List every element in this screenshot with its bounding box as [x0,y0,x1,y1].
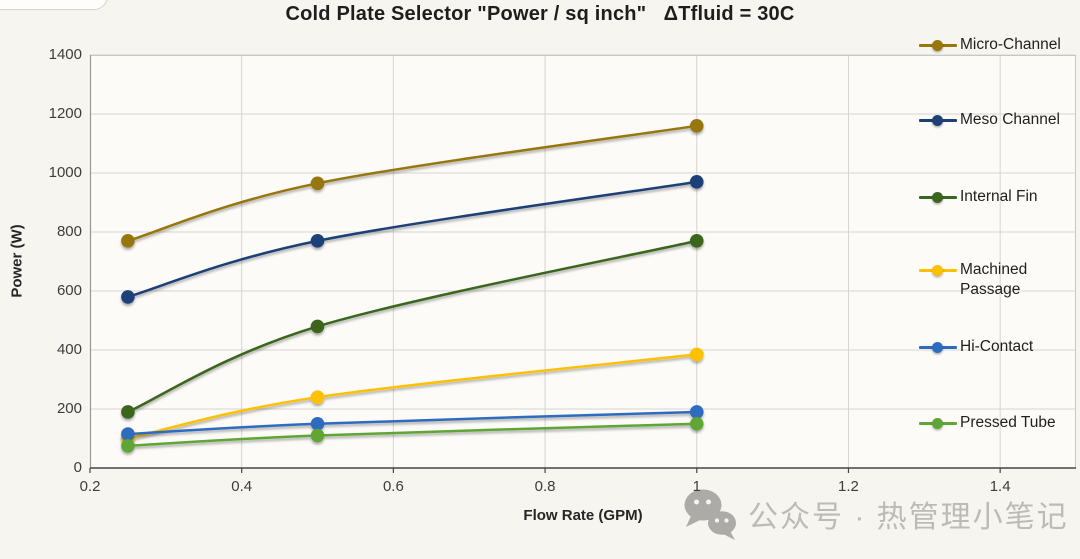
series-hi-contact [121,405,704,441]
series-line [127,353,697,440]
legend-marker-machined-passage [919,260,957,280]
legend-label: Pressed Tube [960,414,1056,431]
legend-item-internal-fin: Internal Fin [919,187,1080,207]
y-tick-label: 1400 [48,46,82,63]
legend-item-micro-channel: Micro-Channel [919,35,1080,55]
data-point [689,119,704,133]
data-point [689,347,704,362]
x-tick-label: 0.2 [79,478,101,495]
x-tick-label: 0.6 [382,478,404,495]
data-point [689,405,704,419]
data-point [310,234,325,248]
data-point [689,175,704,189]
y-tick-label: 1000 [48,164,82,181]
data-point [121,427,135,441]
legend-label: Machined Passage [960,261,1028,298]
data-point [310,428,325,443]
series-internal-fin [121,234,704,419]
legend-label: Internal Fin [960,188,1038,205]
series-line [127,180,697,299]
legend-marker-micro-channel [919,35,957,55]
series-line [127,422,697,448]
plot-area [89,54,1076,473]
data-point [310,319,325,334]
chart-title: Cold Plate Selector "Power / sq inch" ΔT… [285,3,795,25]
x-tick-label: 1 [692,478,701,495]
y-tick-label: 800 [56,223,82,240]
legend-label: Hi-Contact [960,338,1034,355]
series-line [127,410,697,436]
legend-label: Meso Channel [960,111,1060,128]
legend-item-pressed-tube: Pressed Tube [919,413,1080,433]
legend: Micro-Channel Meso Channel Internal Fin … [919,0,1080,468]
series-line [127,239,698,414]
y-tick-label: 1200 [48,105,82,122]
legend-marker-meso-channel [919,110,957,130]
series-line [127,124,697,243]
data-point [310,416,325,431]
plot-background [90,55,1076,468]
data-point [121,290,135,304]
x-axis-title: Flow Rate (GPM) [523,507,643,524]
y-tick-label: 600 [56,282,82,299]
legend-label: Micro-Channel [960,36,1061,53]
data-point [121,405,135,419]
legend-item-hi-contact: Hi-Contact [919,337,1080,357]
x-tick-label: 0.8 [534,478,556,495]
series-pressed-tube [121,416,704,453]
data-point [689,416,704,431]
data-point [310,390,325,405]
series-meso-channel [121,175,704,304]
legend-marker-hi-contact [919,337,957,357]
legend-item-meso-channel: Meso Channel [919,110,1080,130]
series-micro-channel [121,119,704,248]
legend-item-machined-passage: Machined Passage [919,260,1080,300]
watermark-text: 公众号 · 热管理小笔记 [748,501,1069,534]
data-point [310,176,325,191]
data-point [121,234,135,248]
y-tick-label: 400 [56,341,82,358]
legend-marker-pressed-tube [919,413,957,433]
legend-marker-internal-fin [919,187,957,207]
x-tick-label: 1.4 [989,478,1011,495]
x-tick-label: 1.2 [838,478,859,495]
x-tick-label: 0.4 [231,478,253,495]
y-tick-label: 0 [73,459,82,476]
y-tick-label: 200 [56,400,82,417]
data-point [121,439,135,453]
data-point [689,234,704,248]
